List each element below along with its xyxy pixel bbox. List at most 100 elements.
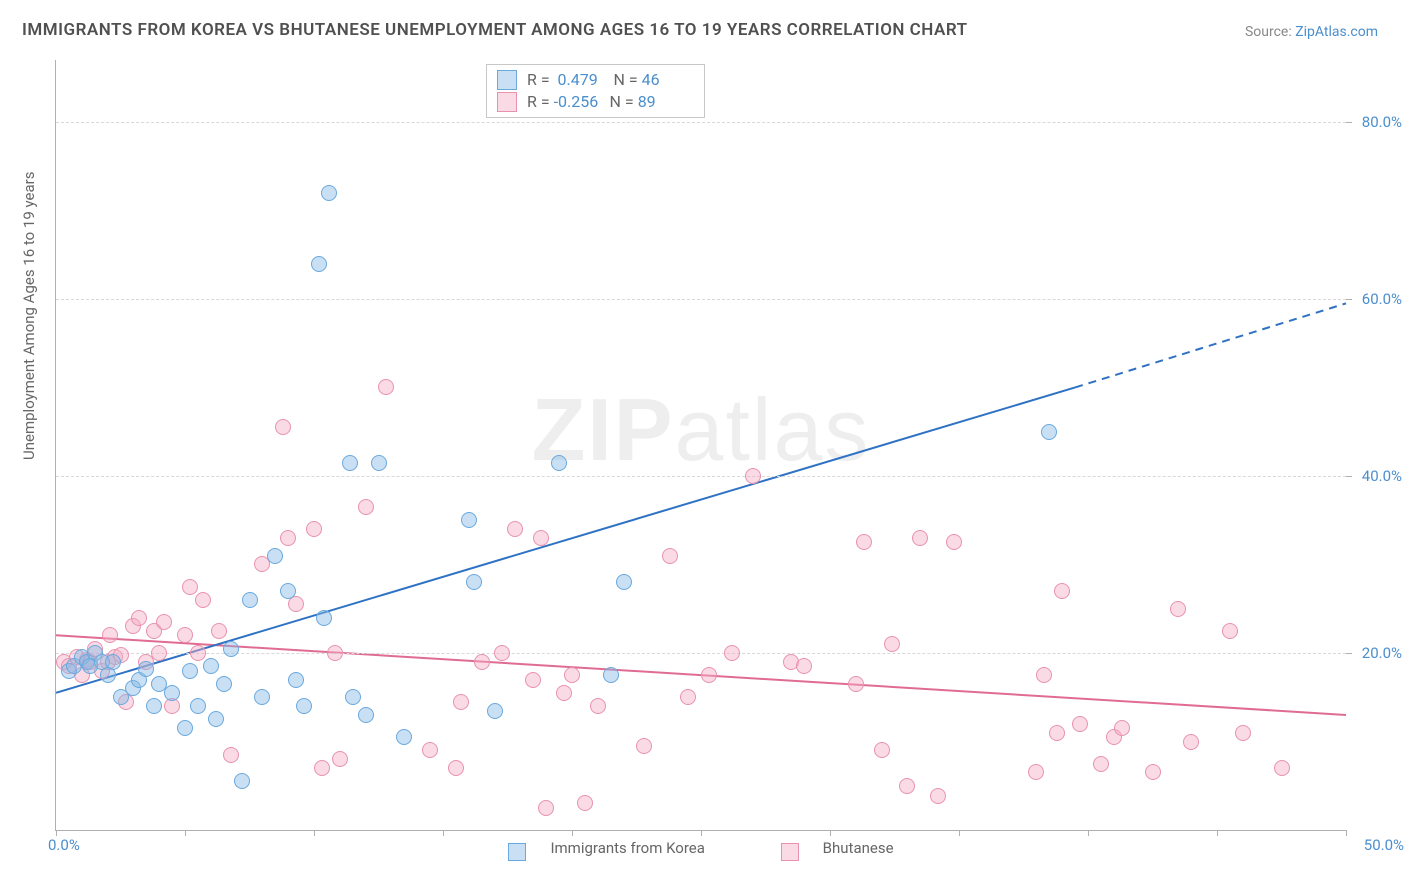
data-point <box>1041 424 1057 440</box>
data-point <box>1170 601 1186 617</box>
data-point <box>164 685 180 701</box>
swatch-korea <box>497 70 517 90</box>
data-point <box>1049 725 1065 741</box>
data-point <box>745 468 761 484</box>
data-point <box>724 645 740 661</box>
swatch-bhutanese <box>497 92 517 112</box>
data-point <box>1036 667 1052 683</box>
data-point <box>422 742 438 758</box>
swatch-bhutanese-icon <box>781 843 799 861</box>
data-point <box>494 645 510 661</box>
data-point <box>564 667 580 683</box>
data-point <box>577 795 593 811</box>
data-point <box>1183 734 1199 750</box>
y-tick-label: 20.0% <box>1352 644 1402 662</box>
data-point <box>223 641 239 657</box>
data-point <box>603 667 619 683</box>
data-point <box>177 720 193 736</box>
chart-title: IMMIGRANTS FROM KOREA VS BHUTANESE UNEMP… <box>22 20 968 40</box>
data-point <box>358 707 374 723</box>
data-point <box>1235 725 1251 741</box>
data-point <box>1145 764 1161 780</box>
data-point <box>453 694 469 710</box>
data-point <box>1054 583 1070 599</box>
data-point <box>474 654 490 670</box>
source-link[interactable]: ZipAtlas.com <box>1295 24 1378 40</box>
data-point <box>448 760 464 776</box>
data-point <box>267 548 283 564</box>
legend-row-bhutanese: R = -0.256 N = 89 <box>497 91 694 113</box>
data-point <box>1072 716 1088 732</box>
data-point <box>874 742 890 758</box>
data-point <box>680 689 696 705</box>
data-point <box>466 574 482 590</box>
data-point <box>311 256 327 272</box>
data-point <box>138 661 154 677</box>
series-legend: Immigrants from Korea Bhutanese <box>56 839 1346 858</box>
y-tick-label: 80.0% <box>1352 113 1402 131</box>
data-point <box>461 512 477 528</box>
data-point <box>371 455 387 471</box>
data-point <box>275 419 291 435</box>
data-point <box>848 676 864 692</box>
data-point <box>314 760 330 776</box>
legend-item-korea: Immigrants from Korea <box>490 839 722 857</box>
source-prefix: Source: <box>1245 24 1295 40</box>
data-point <box>223 747 239 763</box>
x-tick-label: 50.0% <box>1364 836 1404 854</box>
data-point <box>296 698 312 714</box>
data-point <box>701 667 717 683</box>
data-point <box>533 530 549 546</box>
data-point <box>321 185 337 201</box>
data-point <box>507 521 523 537</box>
data-point <box>1274 760 1290 776</box>
data-point <box>856 534 872 550</box>
data-point <box>332 751 348 767</box>
data-point <box>525 672 541 688</box>
data-point <box>105 654 121 670</box>
grid-line <box>56 122 1346 123</box>
data-point <box>396 729 412 745</box>
data-point <box>195 592 211 608</box>
y-axis-label: Unemployment Among Ages 16 to 19 years <box>20 172 38 460</box>
data-point <box>306 521 322 537</box>
data-point <box>538 800 554 816</box>
data-point <box>208 711 224 727</box>
legend-row-korea: R = 0.479 N = 46 <box>497 69 694 91</box>
data-point <box>177 627 193 643</box>
correlation-legend: R = 0.479 N = 46 R = -0.256 N = 89 <box>486 64 705 118</box>
data-point <box>151 645 167 661</box>
data-point <box>190 698 206 714</box>
data-point <box>1028 764 1044 780</box>
data-point <box>1114 720 1130 736</box>
data-point <box>930 788 946 804</box>
data-point <box>211 623 227 639</box>
data-point <box>796 658 812 674</box>
data-point <box>899 778 915 794</box>
grid-line <box>56 476 1346 477</box>
data-point <box>146 698 162 714</box>
data-point <box>131 610 147 626</box>
data-point <box>1222 623 1238 639</box>
data-point <box>912 530 928 546</box>
data-point <box>234 773 250 789</box>
data-point <box>182 579 198 595</box>
data-point <box>551 455 567 471</box>
y-tick-label: 60.0% <box>1352 290 1402 308</box>
data-point <box>662 548 678 564</box>
data-point <box>616 574 632 590</box>
data-point <box>556 685 572 701</box>
source-attribution: Source: ZipAtlas.com <box>1245 24 1378 40</box>
data-point <box>316 610 332 626</box>
data-point <box>345 689 361 705</box>
plot-area: ZIPatlas R = 0.479 N = 46 R = -0.256 N =… <box>55 60 1346 831</box>
data-point <box>182 663 198 679</box>
data-point <box>487 703 503 719</box>
data-point <box>590 698 606 714</box>
data-point <box>288 672 304 688</box>
data-point <box>378 379 394 395</box>
data-point <box>203 658 219 674</box>
data-point <box>1093 756 1109 772</box>
data-point <box>102 627 118 643</box>
data-point <box>216 676 232 692</box>
